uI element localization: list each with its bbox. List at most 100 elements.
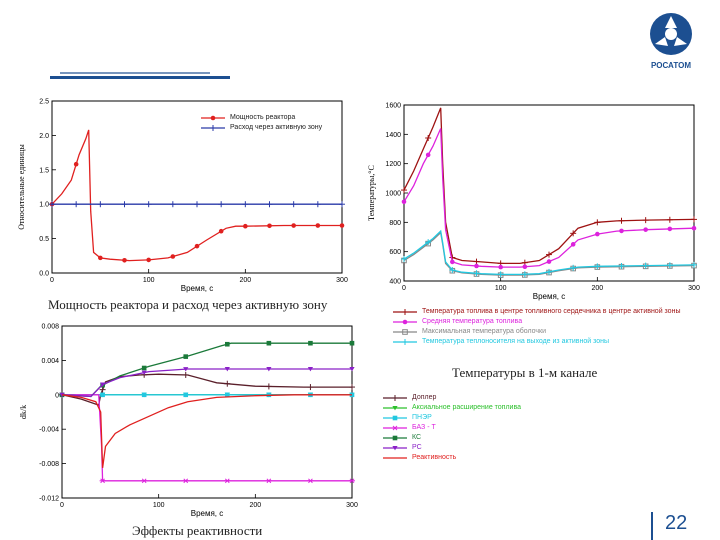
- reactivity-series-point-3: [349, 478, 355, 484]
- reactivity-legend-marker: [392, 446, 398, 451]
- reactivity-legend-label: Реактивность: [412, 454, 457, 461]
- temps-series-point-3: [666, 262, 673, 269]
- power-xtick-label: 100: [143, 277, 155, 284]
- temps-legend-swatch: [393, 309, 417, 315]
- reactivity-legend-marker: [392, 425, 398, 431]
- power-legend-marker: [210, 115, 216, 121]
- temps-legend-entry: Средняя температура топлива: [392, 317, 710, 327]
- temps-series-point-3: [546, 268, 552, 275]
- reactivity-series-point-3: [182, 478, 189, 484]
- logo-text: РОСАТОМ: [651, 61, 691, 70]
- reactivity-series-point-2: [141, 392, 147, 398]
- temps-legend-swatch: [393, 339, 417, 345]
- reactivity-legend-entry: Доплер: [382, 393, 562, 403]
- temps-series-point-3: [521, 271, 528, 278]
- temps-ytick-label: 1400: [385, 132, 401, 139]
- temps-legend-label: Температура топлива в центре топливного …: [422, 308, 681, 315]
- power-series-point-0: [122, 257, 127, 263]
- reactivity-series-line-6: [61, 394, 352, 468]
- temps-series-line-3: [403, 229, 695, 276]
- reactivity-series-point-2: [225, 392, 230, 398]
- temps-ytick-label: 800: [389, 220, 401, 227]
- power-series-point-1: [339, 201, 345, 208]
- power-series-point-0: [194, 243, 200, 249]
- temps-legend-swatch: [393, 319, 417, 325]
- reactivity-ytick-label: -0.008: [39, 461, 59, 468]
- power-caption: Мощность реактора и расход через активну…: [48, 297, 328, 312]
- reactivity-series-point-4: [183, 354, 189, 359]
- temps-ytick-label: 600: [389, 249, 401, 256]
- power-series-point-1: [314, 201, 321, 208]
- power-xtick-label: 0: [50, 277, 54, 284]
- power-legend-marker: [210, 125, 216, 131]
- temps-series-line-2: [403, 231, 695, 276]
- temps-series-point-1: [667, 226, 673, 232]
- power-series-point-1: [145, 201, 152, 208]
- power-legend: Мощность реактора Расход через активную з…: [200, 113, 340, 133]
- power-series-point-1: [169, 201, 176, 208]
- temps-series-point-1: [595, 231, 600, 237]
- power-series-point-1: [97, 201, 104, 208]
- power-xtick-label: 300: [336, 277, 348, 284]
- temps-caption: Температуры в 1-м канале: [452, 365, 598, 380]
- power-ytick-label: 2.0: [39, 133, 49, 140]
- power-series-point-0: [73, 161, 79, 167]
- reactivity-ylabel: dk/k: [19, 405, 28, 419]
- temps-series-point-0: [425, 135, 432, 141]
- reactivity-legend-label: РС: [412, 444, 422, 451]
- power-series-point-1: [194, 201, 200, 208]
- reactivity-series-point-4: [141, 365, 147, 371]
- reactivity-series-point-0: [224, 380, 231, 387]
- temps-series-point-0: [666, 216, 673, 223]
- reactivity-series-point-4: [349, 340, 355, 346]
- temps-series-point-0: [594, 219, 601, 226]
- temps-series-point-1: [425, 152, 431, 158]
- reactivity-legend-swatch: [383, 395, 407, 401]
- power-series-point-0: [291, 223, 296, 228]
- power-ytick-label: 0.5: [39, 236, 49, 243]
- reactivity-plot-area: [61, 325, 353, 499]
- temps-ytick-label: 1000: [385, 191, 401, 198]
- reactivity-series-point-2: [100, 392, 105, 398]
- reactivity-legend-entry: КС: [382, 433, 562, 443]
- reactivity-legend-label: БАЗ - Т: [412, 424, 436, 431]
- power-series-point-0: [146, 257, 151, 263]
- power-series-point-0: [339, 223, 345, 228]
- power-legend-swatch: [201, 125, 225, 131]
- page-number-divider: [651, 512, 653, 540]
- reactivity-ytick-label: 0: [55, 392, 59, 399]
- temps-xtick-label: 300: [688, 285, 700, 292]
- reactivity-legend-entry: Аксиальное расширение топлива: [382, 403, 562, 413]
- reactivity-legend-label: ПНЭР: [412, 414, 432, 421]
- reactivity-caption: Эффекты реактивности: [132, 523, 263, 538]
- temps-series-point-0: [546, 251, 552, 258]
- power-legend-entry: Расход через активную зону: [200, 123, 340, 133]
- temps-xtick-label: 100: [495, 285, 507, 292]
- reactivity-series-point-2: [183, 392, 189, 398]
- reactivity-ytick-label: 0.004: [41, 358, 59, 365]
- temps-legend-entry: Температура теплоносителя на выходе из а…: [392, 337, 710, 347]
- temps-series-point-1: [619, 228, 624, 234]
- reactivity-legend-entry: ПНЭР: [382, 413, 562, 423]
- reactivity-series-point-0: [307, 384, 314, 391]
- power-series-point-0: [218, 228, 224, 234]
- power-series-point-0: [170, 254, 176, 259]
- reactivity-xtick-label: 0: [60, 502, 64, 509]
- temps-series-point-1: [546, 259, 552, 264]
- temps-series-point-1: [643, 227, 648, 232]
- reactivity-series-point-4: [225, 341, 230, 347]
- reactivity-legend-marker: [392, 415, 398, 421]
- power-series-point-0: [98, 255, 103, 261]
- reactivity-legend-label: КС: [412, 434, 422, 441]
- reactivity-series-point-5: [349, 367, 355, 372]
- reactivity-series-point-5: [266, 367, 272, 372]
- header-accent-line: [60, 72, 210, 74]
- reactivity-legend-swatch: [383, 435, 407, 441]
- temps-series-point-3: [642, 262, 649, 269]
- reactivity-legend-swatch: [383, 446, 407, 451]
- temps-series-point-1: [570, 242, 576, 247]
- temps-legend-entry: Температура топлива в центре топливного …: [392, 307, 710, 317]
- temps-legend-label: Температура теплоносителя на выходе из а…: [422, 338, 609, 345]
- reactivity-xtick-label: 100: [153, 502, 165, 509]
- power-series-point-0: [267, 223, 272, 229]
